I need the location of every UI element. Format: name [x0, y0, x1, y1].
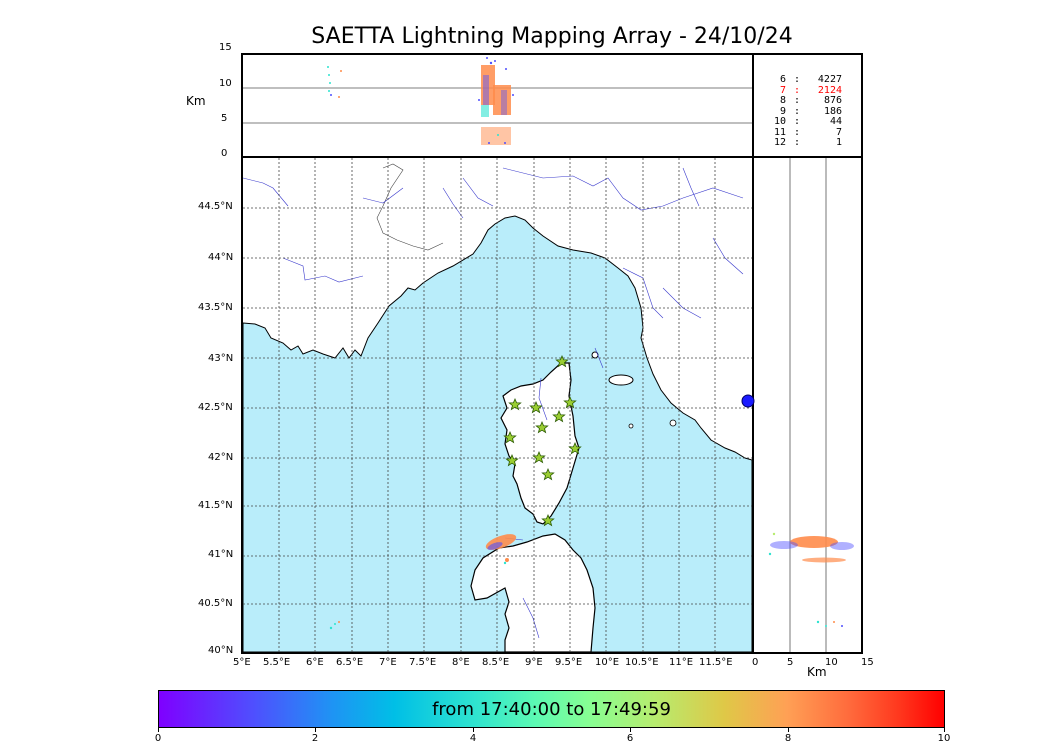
stats-row: 6:4227	[779, 74, 842, 85]
longitude-tick: 7.5°E	[409, 657, 437, 668]
latitude-tick: 41.5°N	[198, 500, 233, 511]
colorbar-tick: 8	[784, 733, 792, 744]
side-lightning-cluster	[768, 532, 854, 627]
stats-row: 7:2124	[779, 84, 842, 96]
map-lightning-cluster	[329, 534, 517, 630]
lightning-map	[243, 158, 752, 652]
station-star-icon	[563, 395, 577, 409]
longitude-tick: 11.5°E	[699, 657, 733, 668]
latitude-tick: 40°N	[208, 645, 234, 656]
station-star-icon	[532, 450, 546, 464]
latitude-tick: 44.5°N	[198, 201, 233, 212]
altitude-lightning-western	[327, 66, 342, 98]
latitude-tick: 43.5°N	[198, 302, 233, 313]
colorbar-tick: 6	[626, 733, 634, 744]
time-range-label: from 17:40:00 to 17:49:59	[432, 699, 671, 720]
station-star-icon	[503, 430, 517, 444]
side-tick: 0	[752, 657, 759, 668]
sea-area	[243, 215, 752, 652]
latitude-tick: 40.5°N	[198, 598, 233, 609]
stats-row: 12:1	[773, 137, 842, 148]
station-star-icon	[508, 397, 522, 411]
station-markers	[503, 354, 582, 527]
altitude-tick: 0	[221, 148, 228, 159]
altitude-tick: 10	[219, 78, 232, 89]
altitude-plot	[243, 57, 752, 145]
latitude-tick: 43°N	[208, 353, 234, 364]
map-title: SAETTA Lightning Mapping Array - 24/10/2…	[311, 24, 793, 49]
station-star-icon	[552, 409, 566, 423]
altitude-latitude-panel	[752, 156, 863, 654]
stats-row: 9:186	[779, 105, 842, 117]
colorbar-tick: 4	[469, 733, 477, 744]
longitude-tick: 11°E	[669, 657, 694, 668]
longitude-tick: 5.5°E	[263, 657, 291, 668]
longitude-tick: 10°E	[595, 657, 620, 668]
colorbar-tick: 10	[937, 733, 951, 744]
station-star-icon	[505, 453, 519, 467]
station-star-icon	[529, 400, 543, 414]
station-star-icon	[541, 513, 555, 527]
altitude-unit-label: Km	[186, 94, 206, 108]
altitude-tick: 5	[221, 113, 228, 124]
latitude-tick: 41°N	[208, 549, 234, 560]
longitude-tick: 6°E	[306, 657, 324, 668]
altitude-tick: 15	[219, 42, 232, 53]
latitude-tick: 44°N	[208, 252, 234, 263]
station-star-icon	[535, 420, 549, 434]
longitude-tick: 9°E	[525, 657, 543, 668]
longitude-tick: 7°E	[379, 657, 397, 668]
longitude-tick: 5°E	[233, 657, 251, 668]
side-tick: 5	[787, 657, 794, 668]
map-gridlines	[243, 158, 752, 652]
side-tick: 15	[861, 657, 874, 668]
side-unit-label: Km	[807, 665, 827, 679]
station-marker-icon	[741, 394, 755, 408]
sardinia-island	[470, 533, 596, 652]
stats-row: 10:44	[773, 116, 842, 127]
colorbar-tick: 0	[154, 733, 162, 744]
longitude-tick: 9.5°E	[555, 657, 583, 668]
stats-panel: 6:4227 7:2124 8:876 9:186 10:44 11:7 12:…	[752, 53, 863, 158]
altitude-longitude-panel	[241, 53, 754, 158]
station-stats-table: 6:4227 7:2124 8:876 9:186 10:44 11:7 12:…	[766, 74, 842, 149]
colorbar-tick: 2	[311, 733, 319, 744]
time-colorbar: from 17:40:00 to 17:49:59	[158, 690, 945, 728]
station-star-icon	[541, 467, 555, 481]
altitude-lightning-cluster	[478, 57, 514, 145]
side-altitude-plot	[768, 158, 854, 652]
longitude-tick: 10.5°E	[625, 657, 659, 668]
longitude-tick: 8°E	[452, 657, 470, 668]
longitude-tick: 6.5°E	[336, 657, 364, 668]
longitude-tick: 8.5°E	[482, 657, 510, 668]
latitude-tick: 42.5°N	[198, 402, 233, 413]
side-tick: 10	[825, 657, 838, 668]
station-star-icon	[568, 441, 582, 455]
latitude-tick: 42°N	[208, 452, 234, 463]
stats-row: 8:876	[779, 95, 842, 106]
stats-row: 11:7	[773, 126, 842, 138]
lightning-map-panel	[241, 156, 754, 654]
station-star-icon	[555, 354, 569, 368]
